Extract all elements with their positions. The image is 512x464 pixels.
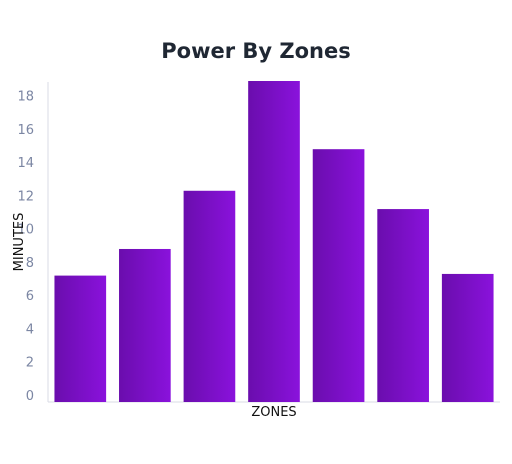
y-tick-label: 4: [26, 322, 34, 337]
x-axis-label: ZONES: [251, 405, 296, 420]
y-tick-label: 12: [17, 189, 34, 204]
bar-zone-5: [312, 149, 365, 402]
y-tick-label: 8: [26, 256, 34, 271]
bar-zone-6: [377, 209, 429, 402]
y-tick-label: 14: [17, 156, 34, 171]
y-tick-label: 10: [17, 223, 34, 238]
bar-zone-1: [54, 275, 107, 402]
y-tick-label: 6: [26, 289, 34, 304]
y-tick-label: 0: [26, 389, 34, 404]
bar-zone-7: [441, 273, 494, 402]
bar-zone-3: [183, 190, 236, 402]
chart-title: Power By Zones: [161, 39, 350, 63]
y-axis-ticks: 0 2 4 6 8 10 12 14 16 18: [17, 90, 34, 404]
bars-group: [54, 81, 494, 402]
y-axis-label: MINUTES: [12, 213, 27, 272]
bar-zone-2: [119, 248, 171, 402]
y-tick-label: 18: [17, 90, 34, 105]
y-tick-label: 16: [17, 123, 34, 138]
y-tick-label: 2: [26, 356, 34, 371]
bar-zone-4: [248, 81, 300, 402]
